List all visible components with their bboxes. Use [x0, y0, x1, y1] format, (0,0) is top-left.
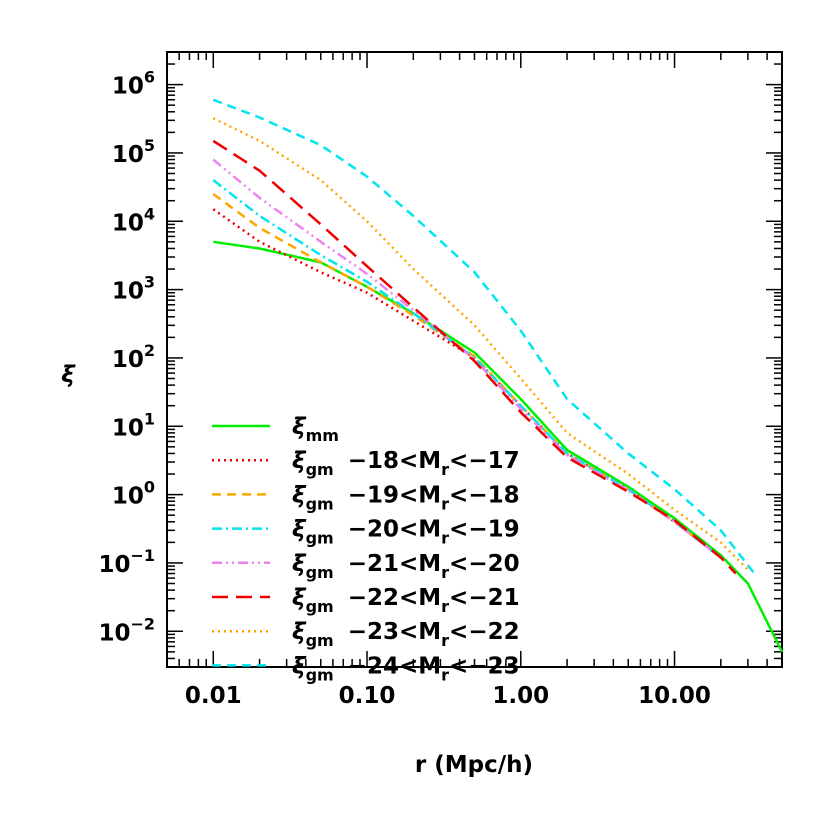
x-tick-label: 10.00 [638, 683, 711, 709]
y-tick-label: 103 [112, 273, 155, 305]
x-tick-label: 0.01 [185, 683, 242, 709]
legend-label: ξgm −19<Mr<−18 [292, 482, 520, 513]
x-tick-labels: 0.01 0.10 1.00 10.00 [185, 683, 711, 709]
legend-label: ξmm [292, 414, 339, 445]
legend-label: ξgm −23<Mr<−22 [292, 619, 520, 650]
axis-ticks [166, 51, 783, 668]
series-line [212, 117, 749, 571]
y-tick-label: 10−1 [98, 546, 155, 578]
legend-label: ξgm −22<Mr<−21 [292, 585, 520, 616]
x-axis-label: r (Mpc/h) [415, 752, 533, 778]
series-line [212, 139, 737, 575]
y-tick-label: 105 [112, 136, 155, 168]
y-tick-label: 10−2 [98, 614, 155, 646]
legend-label: ξgm −20<Mr<−19 [292, 517, 520, 548]
legend-label: ξgm −18<Mr<−17 [292, 448, 520, 479]
y-tick-label: 101 [112, 409, 155, 441]
x-tick-label: 1.00 [492, 683, 549, 709]
legend-label: ξgm −21<Mr<−20 [292, 551, 520, 582]
series-line [212, 98, 756, 575]
y-tick-labels: 10−2 10−1 100 101 102 103 104 105 106 [98, 68, 155, 647]
legend-label: ξgm −24<Mr<−23 [292, 653, 520, 684]
y-axis-label: ξ [61, 362, 76, 388]
y-tick-label: 106 [112, 68, 155, 100]
series-line [212, 179, 722, 559]
x-tick-label: 0.10 [339, 683, 396, 709]
y-tick-label: 104 [112, 204, 155, 236]
series-lines [212, 98, 784, 653]
y-tick-label: 100 [112, 478, 155, 510]
y-tick-label: 102 [112, 341, 155, 373]
